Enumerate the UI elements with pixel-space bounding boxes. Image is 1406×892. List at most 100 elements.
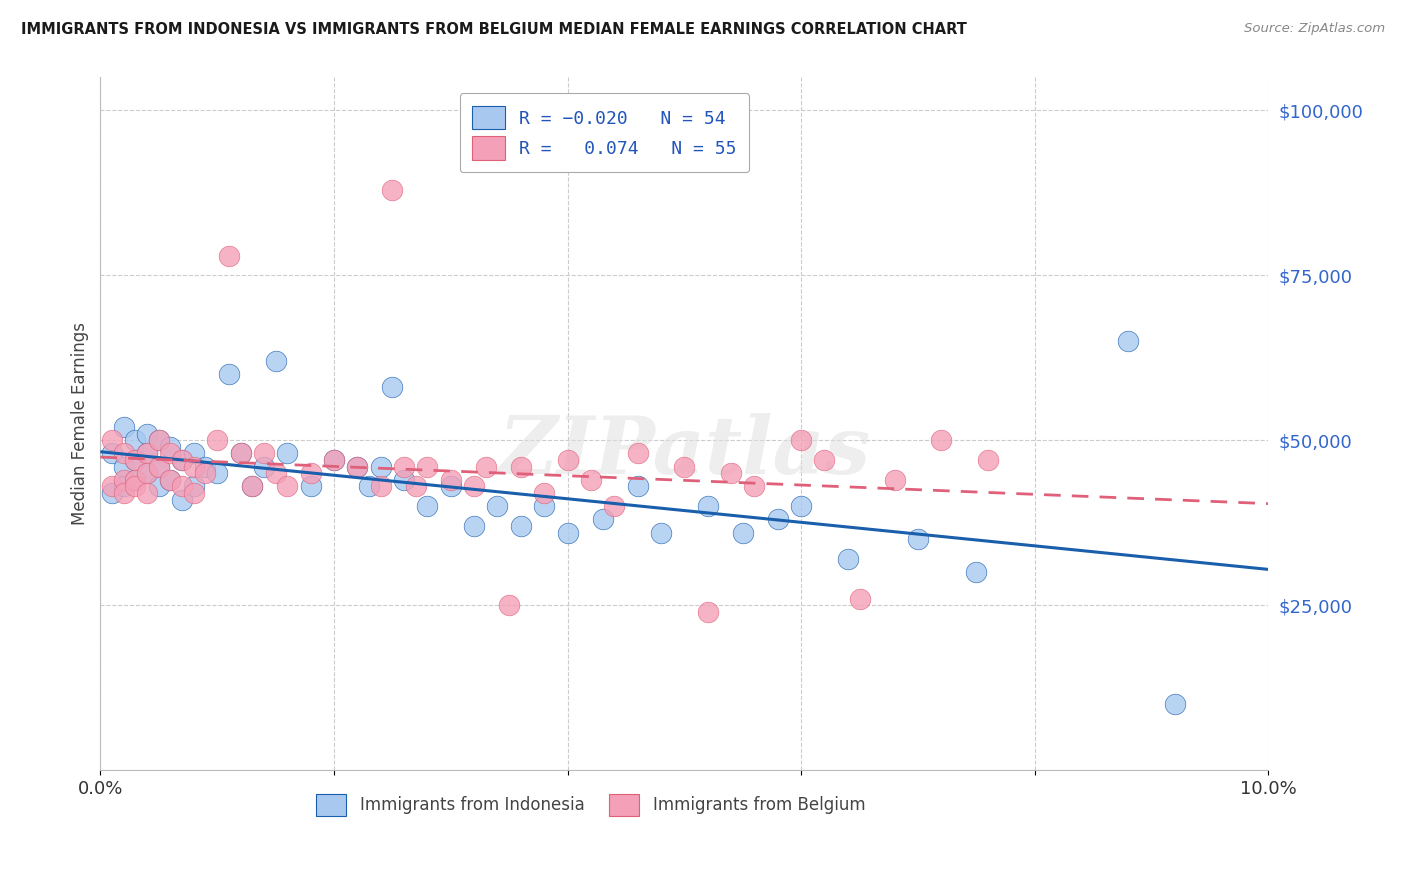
Point bbox=[112, 473, 135, 487]
Point bbox=[579, 473, 602, 487]
Point bbox=[766, 512, 789, 526]
Point bbox=[440, 479, 463, 493]
Point bbox=[533, 486, 555, 500]
Point bbox=[965, 565, 987, 579]
Point bbox=[159, 440, 181, 454]
Point bbox=[696, 605, 718, 619]
Point bbox=[205, 434, 228, 448]
Point bbox=[148, 479, 170, 493]
Point bbox=[673, 459, 696, 474]
Point bbox=[218, 248, 240, 262]
Point bbox=[159, 473, 181, 487]
Point bbox=[299, 466, 322, 480]
Point bbox=[172, 453, 194, 467]
Point bbox=[626, 479, 648, 493]
Point bbox=[1164, 697, 1187, 711]
Point bbox=[112, 486, 135, 500]
Point bbox=[148, 434, 170, 448]
Point bbox=[101, 479, 124, 493]
Point bbox=[229, 446, 252, 460]
Point bbox=[486, 499, 509, 513]
Point bbox=[929, 434, 952, 448]
Point bbox=[112, 479, 135, 493]
Point bbox=[124, 479, 146, 493]
Point bbox=[323, 453, 346, 467]
Point bbox=[172, 492, 194, 507]
Point bbox=[381, 380, 404, 394]
Point bbox=[357, 479, 380, 493]
Point bbox=[474, 459, 496, 474]
Point bbox=[299, 479, 322, 493]
Text: IMMIGRANTS FROM INDONESIA VS IMMIGRANTS FROM BELGIUM MEDIAN FEMALE EARNINGS CORR: IMMIGRANTS FROM INDONESIA VS IMMIGRANTS … bbox=[21, 22, 967, 37]
Point bbox=[136, 466, 159, 480]
Point bbox=[498, 598, 520, 612]
Point bbox=[124, 473, 146, 487]
Point bbox=[101, 486, 124, 500]
Point bbox=[159, 446, 181, 460]
Point bbox=[136, 426, 159, 441]
Point bbox=[848, 591, 870, 606]
Point bbox=[346, 459, 368, 474]
Point bbox=[218, 368, 240, 382]
Point bbox=[1116, 334, 1139, 349]
Point bbox=[112, 446, 135, 460]
Point bbox=[124, 473, 146, 487]
Point bbox=[463, 479, 485, 493]
Point bbox=[124, 453, 146, 467]
Text: ZIPatlas: ZIPatlas bbox=[498, 413, 870, 491]
Point bbox=[253, 459, 276, 474]
Point bbox=[416, 499, 439, 513]
Point bbox=[323, 453, 346, 467]
Point bbox=[731, 525, 754, 540]
Point bbox=[813, 453, 835, 467]
Point bbox=[392, 459, 415, 474]
Point bbox=[124, 434, 146, 448]
Point bbox=[907, 532, 929, 546]
Point bbox=[240, 479, 263, 493]
Point bbox=[148, 459, 170, 474]
Point bbox=[883, 473, 905, 487]
Point bbox=[101, 446, 124, 460]
Point bbox=[148, 434, 170, 448]
Point bbox=[205, 466, 228, 480]
Point bbox=[264, 354, 287, 368]
Legend: Immigrants from Indonesia, Immigrants from Belgium: Immigrants from Indonesia, Immigrants fr… bbox=[308, 786, 873, 824]
Point bbox=[392, 473, 415, 487]
Point bbox=[744, 479, 766, 493]
Point bbox=[603, 499, 626, 513]
Point bbox=[136, 486, 159, 500]
Point bbox=[440, 473, 463, 487]
Point bbox=[159, 473, 181, 487]
Point bbox=[172, 453, 194, 467]
Point bbox=[183, 459, 205, 474]
Point bbox=[194, 466, 217, 480]
Point bbox=[183, 446, 205, 460]
Point bbox=[240, 479, 263, 493]
Point bbox=[112, 459, 135, 474]
Point bbox=[720, 466, 742, 480]
Point bbox=[136, 466, 159, 480]
Point bbox=[370, 479, 392, 493]
Point bbox=[148, 459, 170, 474]
Y-axis label: Median Female Earnings: Median Female Earnings bbox=[72, 322, 89, 525]
Point bbox=[696, 499, 718, 513]
Point bbox=[509, 459, 531, 474]
Point bbox=[463, 519, 485, 533]
Point bbox=[172, 479, 194, 493]
Point bbox=[136, 446, 159, 460]
Point bbox=[264, 466, 287, 480]
Point bbox=[183, 486, 205, 500]
Point bbox=[136, 446, 159, 460]
Point bbox=[837, 552, 859, 566]
Point bbox=[346, 459, 368, 474]
Point bbox=[276, 479, 298, 493]
Point bbox=[557, 525, 579, 540]
Point bbox=[194, 459, 217, 474]
Point bbox=[977, 453, 1000, 467]
Point bbox=[592, 512, 614, 526]
Point bbox=[416, 459, 439, 474]
Point bbox=[370, 459, 392, 474]
Point bbox=[650, 525, 672, 540]
Point bbox=[626, 446, 648, 460]
Point bbox=[253, 446, 276, 460]
